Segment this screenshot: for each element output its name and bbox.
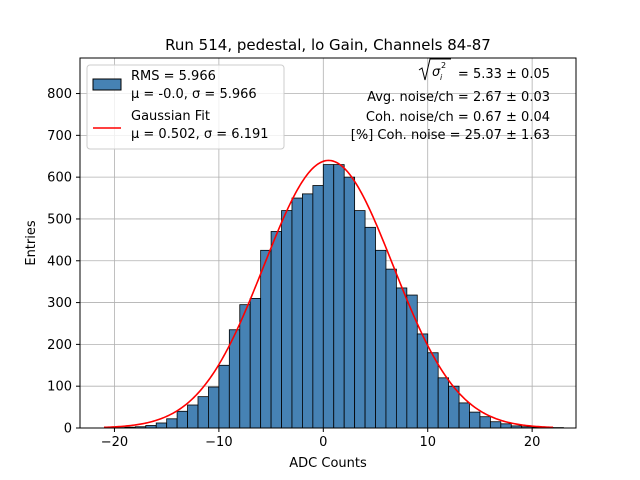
y-axis-ticks: 0 100 200 300 400 500 600 700 800 — [47, 87, 80, 437]
x-axis-ticks: −20 −10 0 10 20 — [101, 428, 541, 450]
legend: RMS = 5.966 μ = -0.0, σ = 5.966 Gaussian… — [86, 64, 285, 150]
sigma-superscript: 2 — [441, 61, 446, 70]
plot-frame — [79, 57, 577, 429]
histogram-bar — [322, 164, 335, 429]
histogram-bar — [218, 364, 230, 429]
histogram-bar — [312, 185, 324, 429]
legend-label-fit-line2: μ = 0.502, σ = 6.191 — [131, 127, 269, 142]
histogram-bar — [281, 210, 293, 429]
histogram-bar — [354, 210, 366, 429]
y-tick-label: 400 — [47, 254, 72, 269]
sigma-symbol: σ — [432, 65, 441, 80]
histogram-bar — [166, 418, 178, 429]
histogram-bar — [239, 304, 251, 429]
x-tick-label: 0 — [319, 435, 327, 450]
histogram-bar — [406, 294, 418, 429]
histogram-bar — [469, 411, 481, 429]
gaussian-fit-curve — [103, 159, 554, 429]
sigma-sum-value: = 5.33 ± 0.05 — [458, 67, 550, 82]
histogram-bar — [489, 421, 502, 429]
x-tick-label: 20 — [524, 435, 541, 450]
sigma-subscript: i — [440, 73, 443, 82]
sigma-sum-expression: σ i 2 = 5.33 ± 0.05 — [418, 58, 550, 82]
coh-noise-text: Coh. noise/ch = 0.67 ± 0.04 — [366, 110, 550, 125]
histogram-bar — [416, 333, 429, 429]
noise-stats: σ i 2 = 5.33 ± 0.05 Avg. noise/ch = 2.67… — [351, 58, 550, 143]
histogram-bar — [375, 249, 387, 429]
histogram-bar — [228, 329, 241, 429]
x-tick-label: −10 — [205, 435, 232, 450]
histogram-bar — [479, 416, 491, 429]
x-axis-label: ADC Counts — [289, 456, 367, 471]
y-tick-label: 700 — [47, 129, 72, 144]
legend-label-fit-line1: Gaussian Fit — [131, 109, 210, 124]
histogram-bar — [155, 422, 168, 429]
y-tick-label: 800 — [47, 87, 72, 102]
y-tick-label: 100 — [47, 380, 72, 395]
legend-frame — [86, 64, 285, 150]
histogram-bar — [364, 226, 376, 429]
legend-swatch-histogram — [92, 78, 122, 91]
histogram-bar — [333, 164, 345, 429]
histogram-bar — [385, 268, 397, 429]
y-tick-label: 0 — [64, 422, 72, 437]
avg-noise-text: Avg. noise/ch = 2.67 ± 0.03 — [367, 90, 550, 105]
x-tick-label: 10 — [419, 435, 436, 450]
histogram-bar — [187, 404, 199, 429]
legend-label-histogram-line2: μ = -0.0, σ = 5.966 — [131, 87, 257, 102]
y-tick-label: 500 — [47, 212, 72, 227]
histogram-bars — [114, 164, 564, 429]
histogram-bar — [343, 176, 356, 429]
histogram-bar — [249, 297, 262, 429]
histogram-bar — [208, 386, 220, 429]
y-tick-label: 300 — [47, 296, 72, 311]
legend-label-histogram-line1: RMS = 5.966 — [131, 69, 216, 84]
y-axis-label: Entries — [24, 220, 39, 266]
chart-title: Run 514, pedestal, lo Gain, Channels 84-… — [165, 36, 491, 54]
histogram-bar — [500, 423, 512, 429]
histogram-bar — [260, 249, 272, 429]
histogram-bar — [427, 352, 439, 429]
histogram-bar — [437, 377, 450, 429]
histogram-bar — [197, 396, 209, 429]
histogram-bar — [458, 402, 470, 429]
histogram-bar — [291, 197, 303, 429]
histogram-bar — [302, 193, 314, 429]
sqrt-symbol — [418, 58, 451, 81]
histogram-bar — [176, 410, 188, 429]
coh-noise-percent-text: [%] Coh. noise = 25.07 ± 1.63 — [351, 128, 550, 143]
histogram-bar — [395, 287, 408, 429]
x-tick-label: −20 — [101, 435, 128, 450]
y-tick-label: 200 — [47, 338, 72, 353]
y-tick-label: 600 — [47, 171, 72, 186]
histogram-bar — [270, 231, 282, 429]
